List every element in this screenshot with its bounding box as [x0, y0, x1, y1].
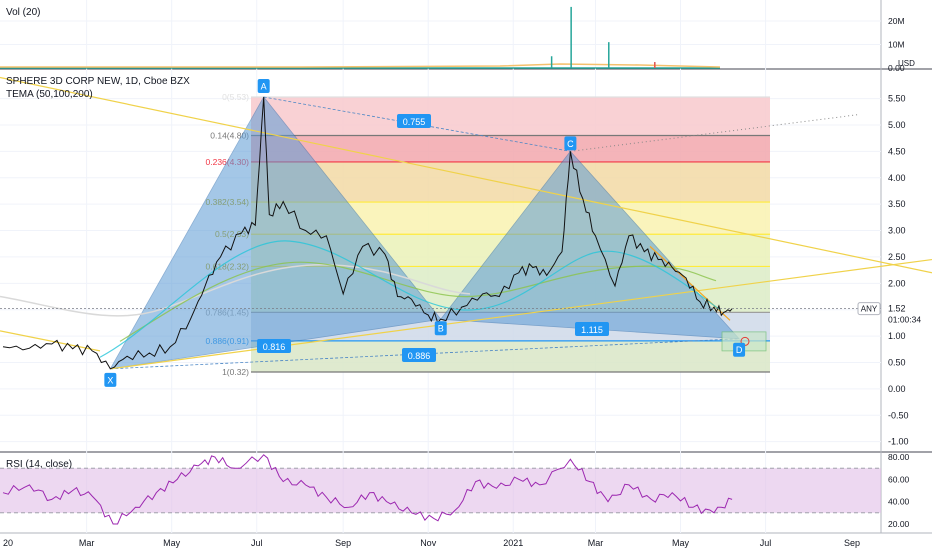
tema-100-line [119, 261, 717, 342]
volume-bar [570, 6, 572, 68]
price-tick-label: 4.00 [888, 173, 906, 183]
xabcd-pattern[interactable] [109, 96, 861, 370]
ratio-label-bd: 0.886 [408, 351, 431, 361]
volume-pane [0, 6, 721, 69]
volume-tick-label: 20M [888, 16, 905, 26]
point-label-d: D [736, 345, 743, 355]
price-series [0, 96, 881, 370]
fib-level-label: 1(0.32) [222, 367, 249, 377]
axes: 5.505.004.504.003.503.002.502.001.501.00… [3, 16, 932, 548]
rsi-tick-label: 60.00 [888, 474, 910, 484]
price-tick-label: 0.50 [888, 357, 906, 367]
price-tick-label: -0.50 [888, 410, 909, 420]
symbol-tag-box [857, 302, 881, 316]
point-label-box-c [564, 136, 577, 151]
point-label-b: B [438, 324, 444, 334]
price-tick-label: 0.00 [888, 384, 906, 394]
symbol-tag: ANY [861, 305, 878, 314]
ratio-box-cd [575, 322, 609, 336]
projection-dotted-line [570, 113, 861, 152]
time-tick-label: Mar [79, 538, 95, 548]
fib-level-label: 0(5.53) [222, 92, 249, 102]
time-tick-label: Jul [760, 538, 772, 548]
currency-label: USD [898, 59, 915, 68]
volume-tick-label: 10M [888, 40, 905, 50]
fib-zone [251, 97, 770, 136]
tema-legend[interactable]: TEMA (50,100,200) [6, 89, 93, 100]
fib-zone [251, 340, 770, 372]
time-tick-label: Sep [844, 538, 860, 548]
time-tick-label: Jul [251, 538, 263, 548]
tema-50-line [99, 240, 721, 358]
price-tick-label: 5.00 [888, 120, 906, 130]
trendline-support [110, 258, 932, 370]
price-tick-label: -1.00 [888, 437, 909, 447]
tema-200-line [0, 264, 471, 317]
fib-zone [251, 135, 770, 162]
time-tick-label: May [163, 538, 181, 548]
volume-legend[interactable]: Vol (20) [6, 7, 40, 18]
point-label-box-d [733, 342, 746, 357]
point-label-x: X [107, 375, 113, 385]
ratio-label-ac: 0.816 [263, 342, 286, 352]
last-price-box [882, 302, 932, 326]
trendline-resistance [0, 76, 932, 274]
time-tick-label: May [672, 538, 690, 548]
time-tick-label: 20 [3, 538, 13, 548]
price-tick-label: 3.00 [888, 226, 906, 236]
volume-ma-line [0, 63, 721, 68]
rsi-legend[interactable]: RSI (14, close) [6, 459, 72, 470]
price-tick-label: 5.50 [888, 94, 906, 104]
point-label-box-x [104, 372, 117, 387]
last-price-label: 1.52 [888, 304, 906, 314]
ratio-box-ac [257, 339, 291, 353]
countdown-label: 01:00:34 [888, 315, 921, 325]
pattern-labels: X A B C D 0.755 0.816 0.886 1.115 [104, 79, 746, 387]
rsi-band [0, 468, 881, 513]
ratio-label-xb: 0.755 [403, 117, 426, 127]
ratio-box-bd [402, 348, 436, 362]
rsi-tick-label: 40.00 [888, 497, 910, 507]
time-tick-label: Sep [335, 538, 351, 548]
volume-tick-label: 0.00 [888, 63, 905, 73]
trendline-early [0, 330, 101, 352]
price-tick-label: 1.00 [888, 331, 906, 341]
point-label-c: C [567, 139, 574, 149]
volume-bar [654, 62, 656, 68]
price-line [2, 96, 733, 370]
ratio-label-cd: 1.115 [581, 325, 603, 335]
fib-level-label: 0.14(4.80) [210, 131, 249, 141]
price-tick-label: 4.50 [888, 146, 906, 156]
time-tick-label: Nov [420, 538, 437, 548]
ratio-box-xb [397, 114, 431, 128]
point-label-box-a [257, 79, 270, 93]
rsi-line [2, 454, 733, 525]
symbol-title[interactable]: SPHERE 3D CORP NEW, 1D, Cboe BZX [6, 76, 190, 87]
time-tick-label: Mar [588, 538, 604, 548]
volume-bar [550, 56, 553, 68]
point-label-box-b [434, 321, 447, 336]
point-label-a: A [261, 82, 267, 92]
price-tick-label: 2.50 [888, 252, 906, 262]
rsi-pane [0, 454, 881, 525]
time-tick-label: 2021 [503, 538, 523, 548]
volume-bar [608, 42, 610, 68]
rsi-tick-label: 20.00 [888, 519, 910, 529]
price-tick-label: 3.50 [888, 199, 906, 209]
price-tick-label: 2.00 [888, 278, 906, 288]
rsi-tick-label: 80.00 [888, 452, 910, 462]
trend-lines[interactable] [0, 76, 932, 370]
